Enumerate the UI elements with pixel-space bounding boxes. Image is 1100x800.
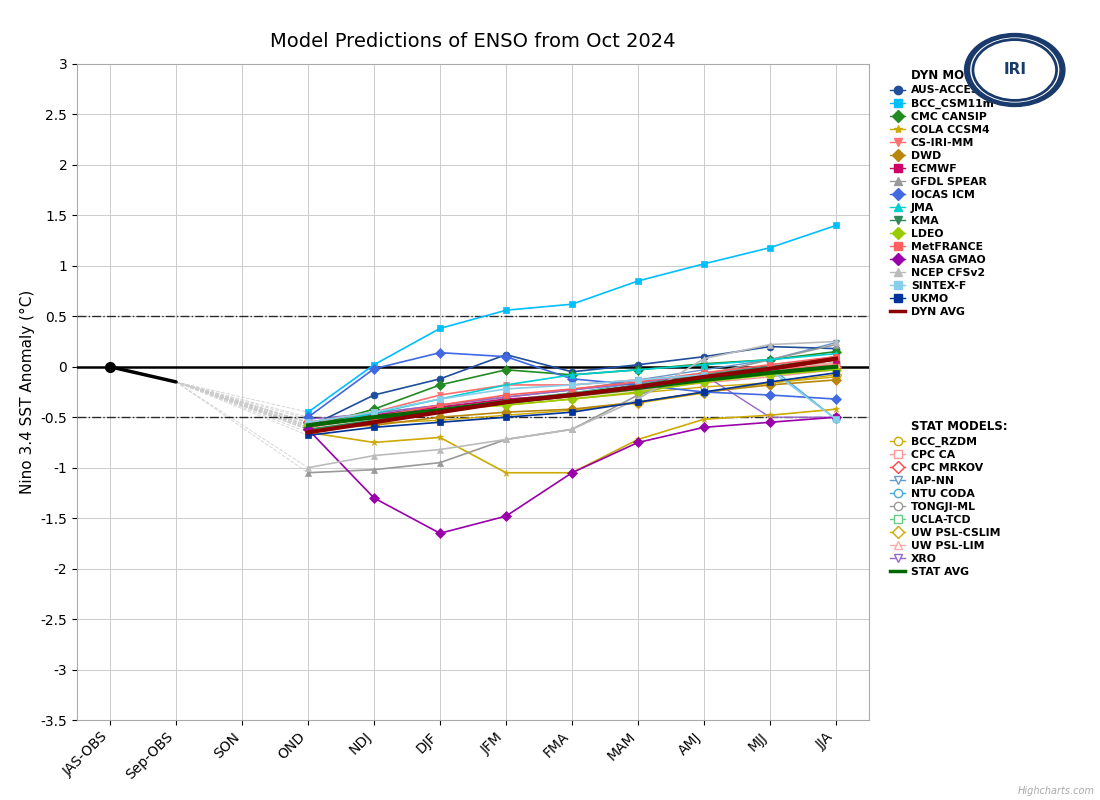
Legend: STAT MODELS:, BCC_RZDM, CPC CA, CPC MRKOV, IAP-NN, NTU CODA, TONGJI-ML, UCLA-TCD: STAT MODELS:, BCC_RZDM, CPC CA, CPC MRKO… [890,420,1008,577]
Title: Model Predictions of ENSO from Oct 2024: Model Predictions of ENSO from Oct 2024 [271,32,675,51]
Text: Highcharts.com: Highcharts.com [1018,786,1094,796]
Circle shape [971,38,1058,102]
Circle shape [965,34,1065,106]
Y-axis label: Nino 3.4 SST Anomaly (°C): Nino 3.4 SST Anomaly (°C) [20,290,35,494]
Text: IRI: IRI [1003,62,1026,78]
